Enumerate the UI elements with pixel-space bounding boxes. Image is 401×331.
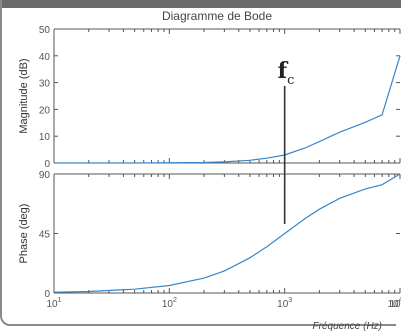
y-axis-label: Phase (deg) (18, 204, 30, 264)
x-tick-label-base: 10 (46, 299, 58, 310)
frame-top-border (0, 0, 401, 8)
x-axis-label: Fréquence (Hz) (313, 321, 382, 331)
y-tick-label: 50 (39, 25, 51, 36)
fc-label-subscript: c (287, 73, 294, 88)
y-tick-label: 20 (39, 105, 51, 116)
chart-title: Diagramme de Bode (162, 9, 272, 23)
x-tick-label: 10 (389, 299, 401, 310)
series-line (53, 173, 401, 293)
x-tick-label-base: 10 (277, 299, 289, 310)
x-tick-label-exp: 3 (288, 297, 292, 304)
x-tick-label-base: 10 (389, 299, 401, 310)
y-tick-label: 10 (39, 132, 51, 143)
y-tick-label: 90 (39, 170, 51, 181)
x-tick-label: 101 (46, 297, 61, 310)
panel-magnitude: 0 10 20 30 40 50 Magnitude (dB) (18, 25, 401, 170)
x-tick-label-exp: 2 (173, 297, 177, 304)
fc-label: fc (278, 58, 295, 88)
y-axis-label: Magnitude (dB) (18, 58, 30, 133)
fc-annotation: fc (278, 58, 295, 224)
frame-border (0, 0, 396, 326)
y-tick-label: 0 (44, 159, 50, 170)
x-tick-label-exp: 4 (399, 297, 401, 304)
x-tick-label-base: 10 (162, 299, 174, 310)
fc-label-main: f (278, 58, 289, 84)
y-tick-label: 40 (39, 52, 51, 63)
x-tick-label: 104 (387, 297, 401, 310)
x-tick-label: 103 (277, 297, 292, 310)
y-tick-label: 45 (39, 230, 51, 241)
y-tick-label: 0 (44, 289, 50, 300)
panel-phase: 0 45 90 Phase (deg) (18, 170, 401, 300)
x-tick-label: 102 (162, 297, 177, 310)
x-tick-label-exp: 1 (58, 297, 62, 304)
x-tick-label-base: 10 (387, 299, 399, 310)
y-tick-label: 30 (39, 79, 51, 90)
series-line (54, 55, 401, 164)
